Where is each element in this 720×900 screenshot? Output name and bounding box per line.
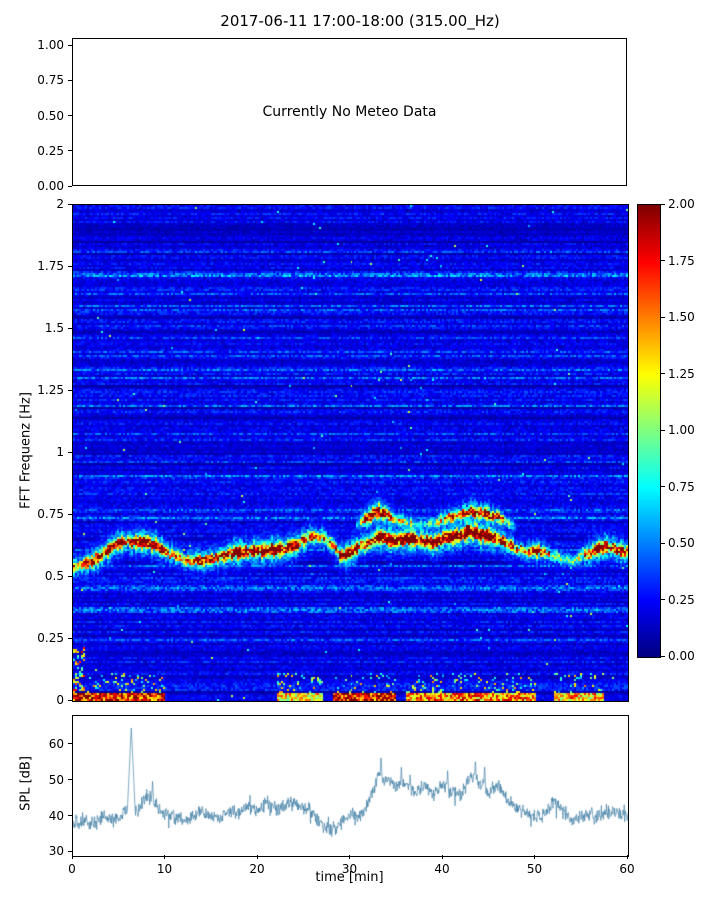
y-tick-mark [68,44,72,46]
x-tick-mark [441,855,443,859]
colorbar-tick-mark [661,542,665,544]
x-tick-mark [534,855,535,859]
figure-title: 2017-06-11 17:00-18:00 (315.00_Hz) [220,12,500,30]
y-tick-label: 1.00 [37,38,64,53]
x-tick-label: 40 [434,862,450,876]
x-tick-label: 20 [249,862,265,876]
colorbar-tick-label: 1.75 [668,253,695,268]
y-tick-label: 40 [48,808,64,823]
colorbar [637,204,661,658]
y-tick-mark [68,150,72,152]
y-tick-mark [68,850,72,852]
colorbar-tick-label: 2.00 [668,197,695,211]
spectrogram-panel [72,204,629,702]
y-tick-mark [68,79,72,81]
colorbar-tick-label: 0.25 [668,592,695,607]
y-tick-label: 1.5 [44,321,64,335]
colorbar-tick-mark [661,486,665,487]
y-tick-label: 50 [48,772,64,787]
y-tick-mark [68,389,72,391]
x-tick-mark [71,855,73,859]
y-tick-label: 0.00 [37,179,64,193]
y-tick-mark [68,513,72,515]
y-tick-label: 1 [56,445,64,459]
y-tick-label: 0 [56,693,64,707]
y-tick-label: 0.25 [37,143,64,158]
colorbar-tick-mark [661,373,665,374]
colorbar-tick-label: 0.00 [668,649,695,663]
colorbar-tick-label: 1.00 [668,423,695,437]
colorbar-tick-mark [661,316,665,318]
spl-panel [72,715,629,857]
x-tick-mark [626,855,628,859]
y-tick-mark [68,203,72,205]
y-tick-mark [68,575,72,577]
y-tick-mark [68,115,72,117]
y-tick-mark [68,637,72,639]
x-tick-mark [349,855,350,859]
time-xlabel: time [min] [315,870,384,885]
y-tick-mark [68,265,72,267]
x-tick-label: 30 [341,862,358,876]
no-meteo-annotation: Currently No Meteo Data [262,104,437,120]
colorbar-tick-label: 0.75 [668,479,695,494]
x-tick-mark [164,855,165,859]
y-tick-label: 1.75 [37,259,64,273]
colorbar-tick-label: 1.25 [668,366,695,381]
colorbar-tick-label: 1.50 [668,310,695,324]
colorbar-tick-label: 0.50 [668,536,695,550]
colorbar-tick-mark [661,260,665,261]
colorbar-tick-mark [661,203,665,205]
y-tick-mark [68,327,72,329]
y-tick-mark [68,451,72,453]
y-tick-label: 0.75 [37,507,64,521]
colorbar-tick-mark [661,429,665,431]
x-tick-label: 60 [619,862,635,876]
y-tick-label: 60 [48,736,64,751]
y-tick-mark [68,743,72,745]
y-tick-mark [68,815,72,816]
y-tick-mark [68,185,72,187]
x-tick-label: 10 [156,862,173,876]
spectrogram-canvas [73,205,628,701]
meteo-panel: Currently No Meteo Data [72,38,627,186]
colorbar-tick-mark [661,655,665,657]
y-tick-label: 30 [48,844,64,859]
y-tick-label: 2 [56,197,64,211]
x-tick-label: 0 [68,862,76,876]
spl-line-canvas [73,716,628,856]
x-tick-label: 50 [526,862,543,876]
x-tick-mark [256,855,258,859]
y-tick-mark [68,699,72,701]
y-tick-label: 0.25 [37,631,64,645]
y-tick-label: 1.25 [37,383,64,397]
y-tick-label: 0.5 [44,569,64,583]
colorbar-tick-mark [661,599,665,600]
y-tick-mark [68,779,72,781]
colorbar-canvas [638,205,660,657]
y-tick-label: 0.75 [37,73,64,88]
y-tick-label: 0.50 [37,108,64,123]
